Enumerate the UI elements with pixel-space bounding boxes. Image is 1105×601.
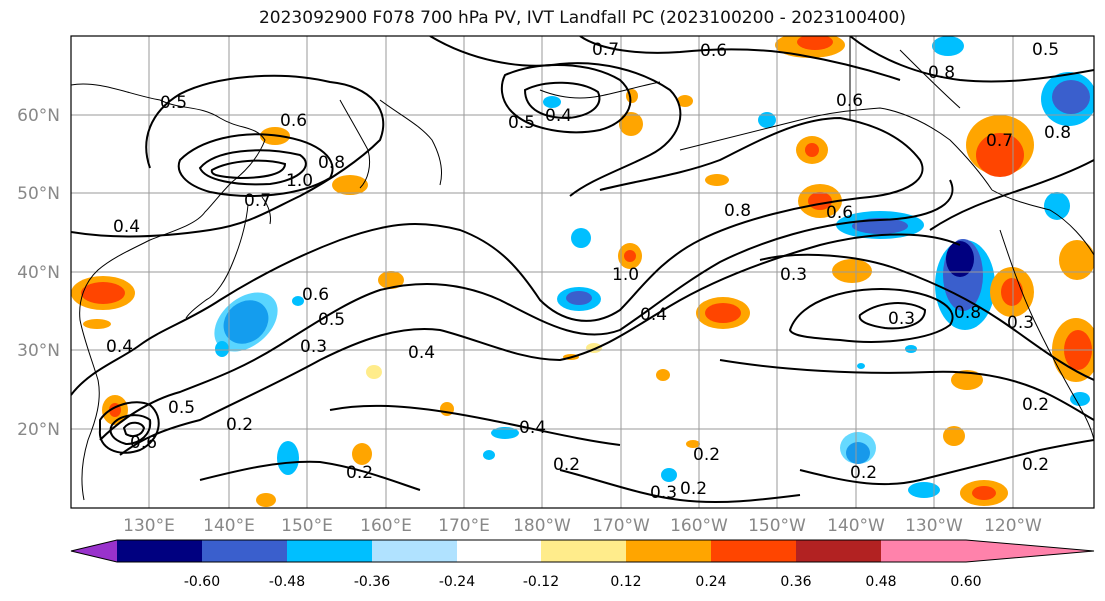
colorbar-segment — [287, 540, 372, 562]
colorbar-extend-max — [966, 540, 1094, 562]
svg-text:0.2: 0.2 — [850, 463, 877, 483]
svg-text:0.4: 0.4 — [408, 343, 435, 363]
lon-label: 170°W — [592, 516, 650, 536]
svg-text:0.3: 0.3 — [888, 309, 915, 329]
colorbar-segment — [796, 540, 881, 562]
lat-label: 60°N — [17, 106, 60, 126]
map-frame — [70, 35, 1095, 509]
colorbar-segment — [202, 540, 287, 562]
colorbar-tick-label: 0.36 — [780, 574, 811, 590]
colorbar-tick-label: -0.48 — [269, 574, 305, 590]
svg-text:0.4: 0.4 — [545, 106, 572, 126]
lat-label: 20°N — [17, 420, 60, 440]
lon-label: 160°W — [670, 516, 728, 536]
svg-text:1.0: 1.0 — [612, 265, 639, 285]
svg-text:0.8: 0.8 — [724, 201, 751, 221]
svg-text:0.6: 0.6 — [826, 203, 853, 223]
svg-text:0.8: 0.8 — [928, 63, 955, 83]
svg-text:0.2: 0.2 — [693, 445, 720, 465]
colorbar-segment — [711, 540, 796, 562]
svg-text:0.4: 0.4 — [519, 418, 546, 438]
colorbar-tick-label: 0.60 — [950, 574, 981, 590]
svg-text:0.5: 0.5 — [318, 310, 345, 330]
colorbar-tick-label: 0.12 — [610, 574, 641, 590]
colorbar-outline — [70, 539, 1095, 563]
svg-text:0.3: 0.3 — [780, 265, 807, 285]
longitude-labels: 130°E 140°E 150°E 160°E 170°E 180°W 170°… — [123, 516, 1042, 536]
svg-text:1.0: 1.0 — [286, 171, 313, 191]
colorbar: -0.60 -0.48 -0.36 -0.24 -0.12 0.12 0.24 … — [70, 539, 1095, 590]
svg-text:0.2: 0.2 — [1022, 395, 1049, 415]
svg-text:0.4: 0.4 — [640, 305, 667, 325]
lon-label: 120°W — [984, 516, 1042, 536]
pv-contours — [71, 36, 1094, 504]
svg-text:0.3: 0.3 — [1007, 313, 1034, 333]
svg-text:0.2: 0.2 — [1022, 455, 1049, 475]
svg-text:0.4: 0.4 — [106, 337, 133, 357]
svg-text:0.3: 0.3 — [650, 483, 677, 503]
svg-text:0.3: 0.3 — [300, 337, 327, 357]
colorbar-segment — [541, 540, 626, 562]
lon-label: 150°E — [281, 516, 333, 536]
lon-label: 150°W — [748, 516, 806, 536]
svg-text:0.6: 0.6 — [836, 91, 863, 111]
svg-text:0.6: 0.6 — [700, 41, 727, 61]
svg-text:0.8: 0.8 — [954, 303, 981, 323]
svg-text:0.5: 0.5 — [508, 113, 535, 133]
lat-label: 50°N — [17, 184, 60, 204]
colorbar-extend-min — [71, 540, 117, 562]
colorbar-segment — [881, 540, 966, 562]
svg-text:0.2: 0.2 — [226, 415, 253, 435]
colorbar-tick-label: -0.12 — [523, 574, 559, 590]
colorbar-tick-label: 0.24 — [695, 574, 726, 590]
contour-labels: 0.7 0.6 0.5 0.8 0.6 0.4 0.5 0.6 0.5 1.0 … — [106, 40, 1071, 503]
lon-label: 160°E — [360, 516, 412, 536]
latitude-labels: 60°N 50°N 40°N 30°N 20°N — [17, 106, 60, 440]
svg-text:0.5: 0.5 — [1032, 40, 1059, 60]
svg-text:0.6: 0.6 — [130, 433, 157, 453]
colorbar-segment — [626, 540, 711, 562]
colorbar-segment — [117, 540, 202, 562]
lat-label: 30°N — [17, 341, 60, 361]
svg-text:0.8: 0.8 — [318, 153, 345, 173]
lat-label: 40°N — [17, 263, 60, 283]
coastlines — [71, 36, 1094, 501]
colorbar-tick-label: -0.24 — [439, 574, 475, 590]
svg-text:0.4: 0.4 — [113, 217, 140, 237]
lon-label: 130°W — [905, 516, 963, 536]
lon-label: 140°W — [827, 516, 885, 536]
svg-text:0.8: 0.8 — [1044, 123, 1071, 143]
colorbar-segment — [457, 540, 541, 562]
colorbar-segment — [372, 540, 457, 562]
svg-text:0.7: 0.7 — [592, 40, 619, 60]
colorbar-tick-label: 0.48 — [865, 574, 896, 590]
svg-text:0.2: 0.2 — [346, 463, 373, 483]
lon-label: 170°E — [438, 516, 490, 536]
svg-text:0.5: 0.5 — [168, 398, 195, 418]
svg-text:0.2: 0.2 — [680, 479, 707, 499]
figure-title: 2023092900 F078 700 hPa PV, IVT Landfall… — [258, 8, 906, 28]
svg-text:0.6: 0.6 — [302, 285, 329, 305]
svg-text:0.7: 0.7 — [244, 191, 271, 211]
lon-label: 180°W — [513, 516, 571, 536]
svg-text:0.2: 0.2 — [553, 455, 580, 475]
svg-text:0.7: 0.7 — [986, 131, 1013, 151]
lon-label: 140°E — [203, 516, 255, 536]
svg-text:0.6: 0.6 — [280, 111, 307, 131]
lon-label: 130°E — [123, 516, 175, 536]
svg-text:0.5: 0.5 — [160, 93, 187, 113]
colorbar-tick-label: -0.36 — [354, 574, 390, 590]
colorbar-tick-label: -0.60 — [184, 574, 220, 590]
